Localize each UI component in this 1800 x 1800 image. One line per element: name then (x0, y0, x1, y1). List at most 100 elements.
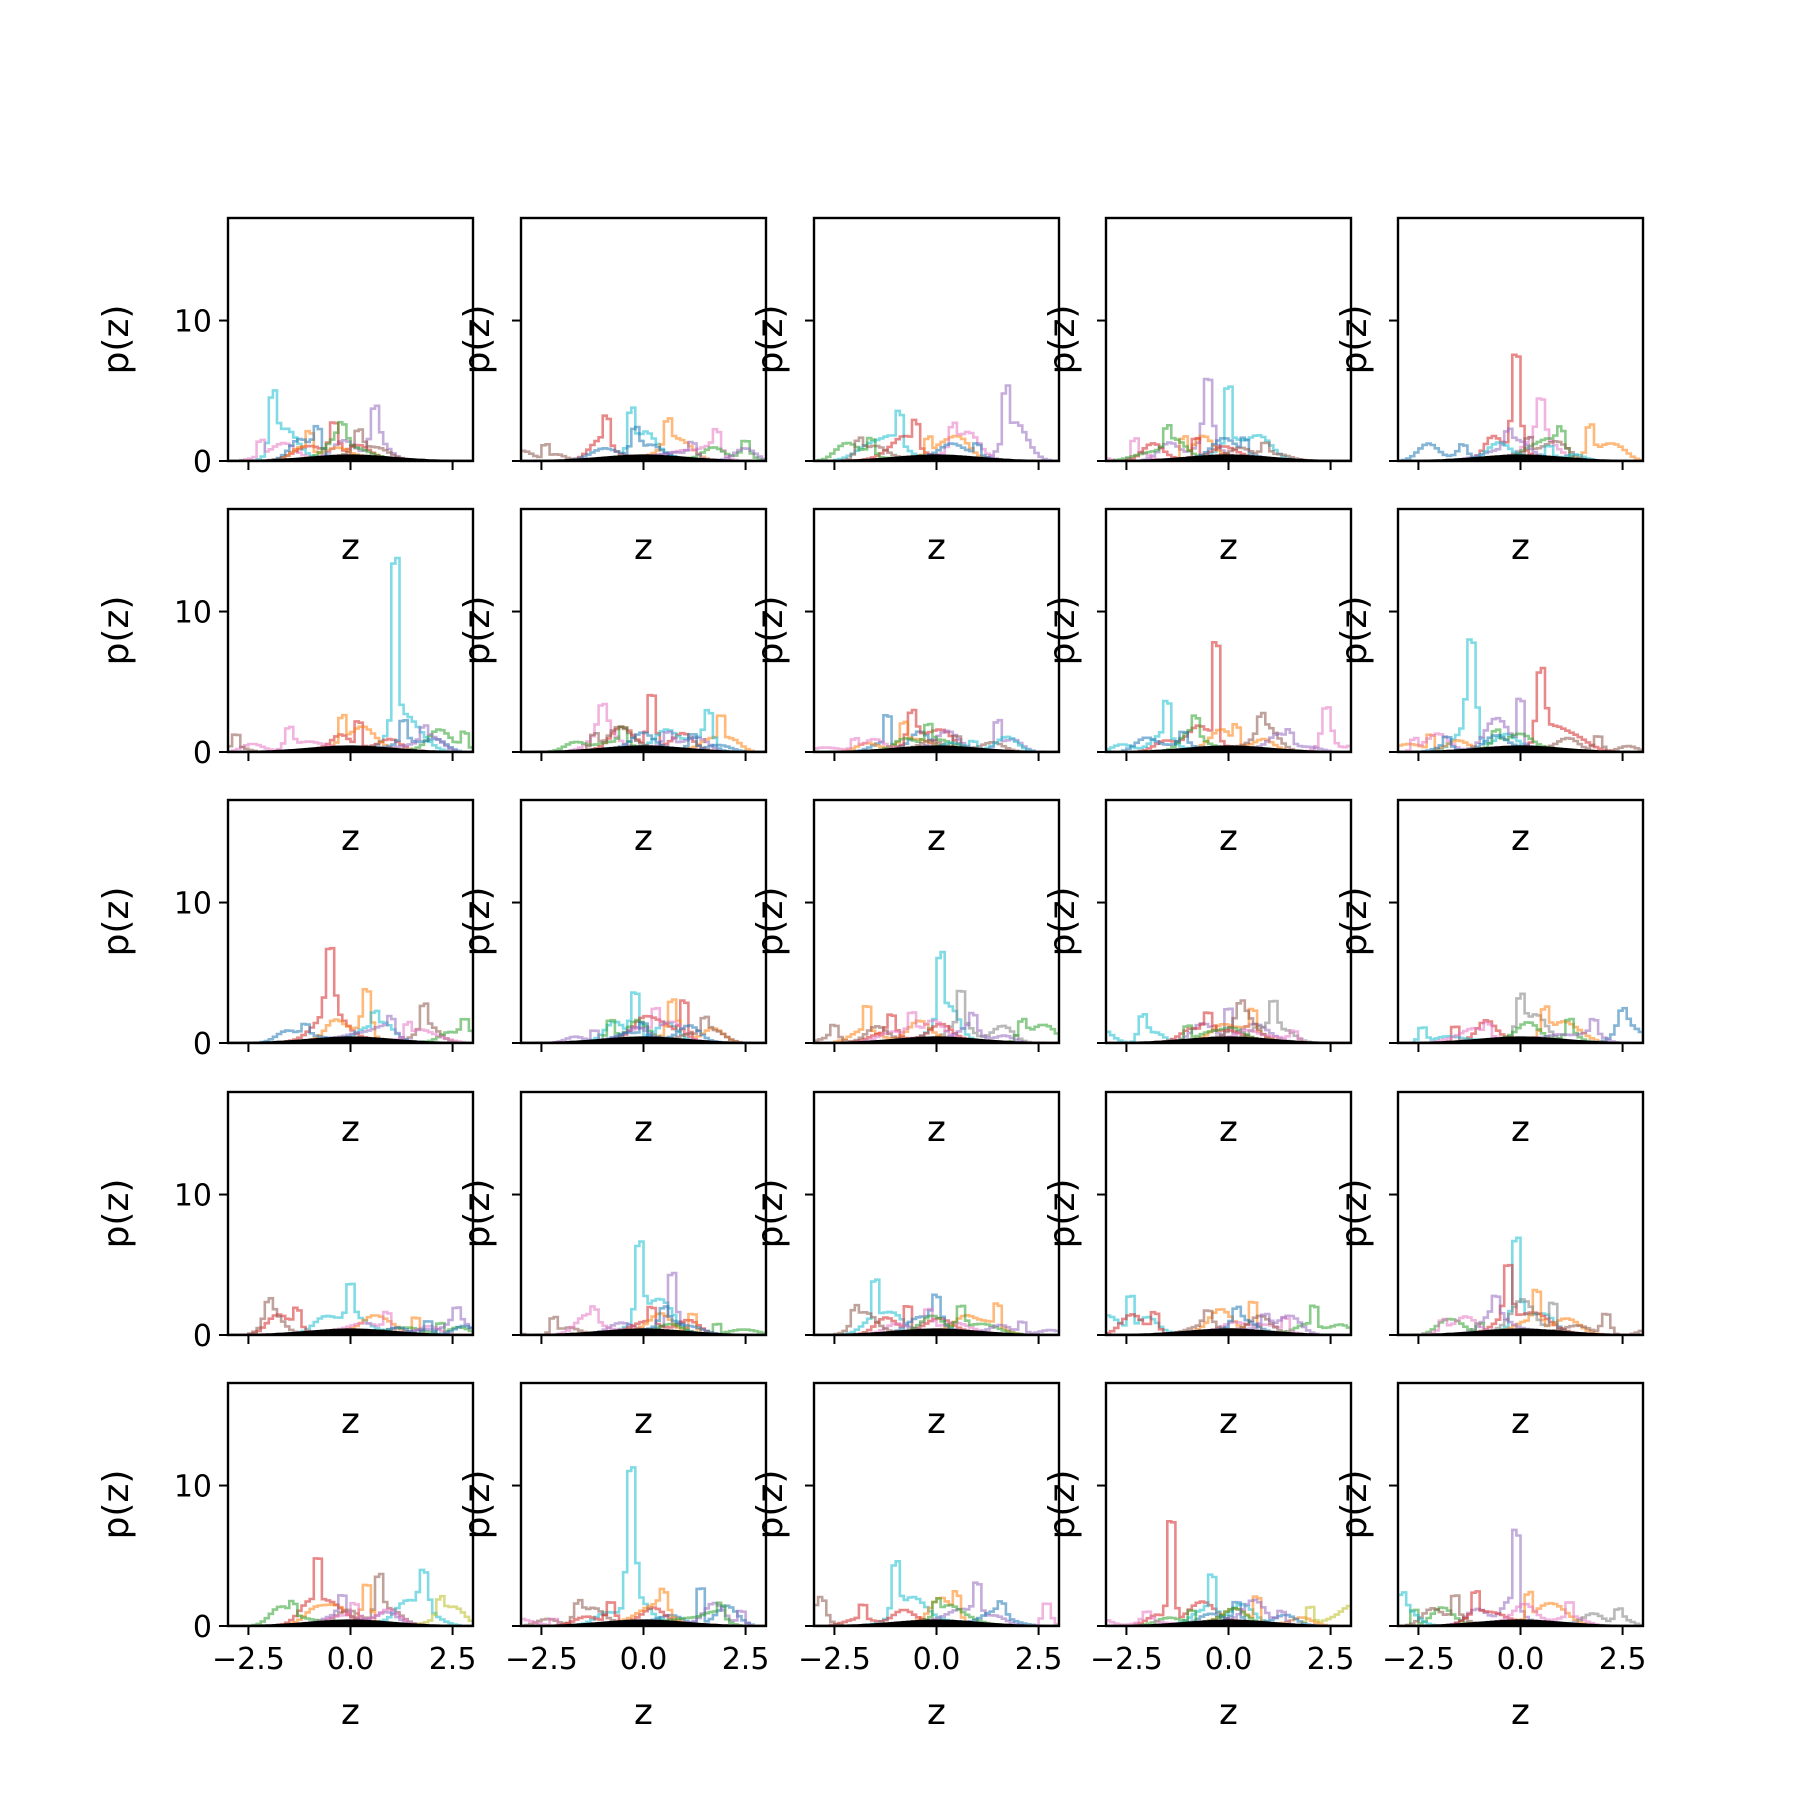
subplot-3-5: z p(z) (1334, 798, 1645, 1150)
x-tick-label: 0.0 (327, 1642, 375, 1677)
x-axis-label: z (1511, 1692, 1530, 1733)
subplot-4-3: z p(z) (750, 1090, 1061, 1442)
y-axis-label: p(z) (1334, 596, 1375, 666)
y-axis-label: p(z) (457, 596, 498, 666)
x-axis-label: z (1219, 1109, 1238, 1150)
subplot-5-4: −2.5 0.0 2.5 z p(z) (1042, 1381, 1355, 1733)
y-tick-label: 0 (193, 1027, 212, 1062)
x-tick-label: 2.5 (429, 1642, 477, 1677)
x-axis-label: z (341, 527, 360, 568)
x-axis-label: z (1219, 1401, 1238, 1442)
subplot-3-3: z p(z) (750, 798, 1061, 1150)
x-axis-label: z (634, 1692, 653, 1733)
y-tick-label: 0 (193, 1319, 212, 1354)
x-tick-label: −2.5 (505, 1642, 578, 1677)
subplot-3-4: z p(z) (1042, 798, 1353, 1150)
x-axis-label: z (1511, 1401, 1530, 1442)
y-axis-label: p(z) (750, 887, 791, 957)
x-axis-label: z (1219, 818, 1238, 859)
y-axis-label: p(z) (750, 596, 791, 666)
y-tick-label: 10 (174, 1470, 212, 1505)
x-tick-label: −2.5 (212, 1642, 285, 1677)
y-axis-label: p(z) (1334, 305, 1375, 375)
y-axis-label: p(z) (1042, 596, 1083, 666)
x-axis-label: z (1219, 1692, 1238, 1733)
x-tick-label: 0.0 (913, 1642, 961, 1677)
subplot-4-4: z p(z) (1042, 1090, 1353, 1442)
x-tick-label: −2.5 (1382, 1642, 1455, 1677)
x-axis-label: z (341, 818, 360, 859)
subplot-2-1: z 0 10 p(z) (96, 507, 475, 859)
x-tick-label: 0.0 (620, 1642, 668, 1677)
y-axis-label: p(z) (96, 1179, 137, 1249)
y-tick-label: 0 (193, 445, 212, 480)
subplot-3-2: z p(z) (457, 798, 768, 1150)
x-axis-label: z (634, 1109, 653, 1150)
x-axis-label: z (1511, 527, 1530, 568)
subplot-5-5: −2.5 0.0 2.5 z p(z) (1334, 1381, 1647, 1733)
x-axis-label: z (927, 818, 946, 859)
y-axis-label: p(z) (457, 887, 498, 957)
x-tick-label: 2.5 (722, 1642, 770, 1677)
y-axis-label: p(z) (457, 1470, 498, 1540)
y-axis-label: p(z) (1334, 1470, 1375, 1540)
x-axis-label: z (634, 1401, 653, 1442)
x-axis-label: z (341, 1692, 360, 1733)
x-axis-label: z (1219, 527, 1238, 568)
y-axis-label: p(z) (1042, 305, 1083, 375)
y-axis-label: p(z) (1042, 887, 1083, 957)
x-axis-label: z (927, 1692, 946, 1733)
x-axis-label: z (634, 818, 653, 859)
x-axis-label: z (1511, 1109, 1530, 1150)
subplot-2-5: z p(z) (1334, 507, 1645, 859)
x-axis-label: z (341, 1109, 360, 1150)
y-axis-label: p(z) (96, 305, 137, 375)
x-tick-label: 2.5 (1307, 1642, 1355, 1677)
y-axis-label: p(z) (96, 1470, 137, 1540)
subplot-3-1: z 0 10 p(z) (96, 798, 475, 1150)
y-axis-label: p(z) (96, 596, 137, 666)
subplot-4-5: z p(z) (1334, 1090, 1645, 1442)
x-axis-label: z (634, 527, 653, 568)
x-tick-label: 2.5 (1015, 1642, 1063, 1677)
y-axis-label: p(z) (1042, 1179, 1083, 1249)
y-axis-label: p(z) (1042, 1470, 1083, 1540)
subplot-1-5: z p(z) (1334, 216, 1645, 568)
panels-group: z 0 10 p(z) z p(z) z p(z) z p(z) z p(z) z 0 10 p(z) z p(z… (96, 216, 1647, 1733)
y-axis-label: p(z) (750, 305, 791, 375)
y-tick-label: 10 (174, 596, 212, 631)
y-axis-label: p(z) (457, 305, 498, 375)
subplot-1-4: z p(z) (1042, 216, 1353, 568)
y-tick-label: 10 (174, 887, 212, 922)
x-axis-label: z (927, 1109, 946, 1150)
y-tick-label: 0 (193, 736, 212, 771)
y-axis-label: p(z) (457, 1179, 498, 1249)
y-tick-label: 10 (174, 1179, 212, 1214)
y-tick-label: 0 (193, 1610, 212, 1645)
subplot-1-2: z p(z) (457, 216, 768, 568)
subplot-1-1: z 0 10 p(z) (96, 216, 475, 568)
x-axis-label: z (927, 1401, 946, 1442)
y-axis-label: p(z) (750, 1179, 791, 1249)
y-tick-label: 10 (174, 305, 212, 340)
x-tick-label: −2.5 (1090, 1642, 1163, 1677)
x-axis-label: z (1511, 818, 1530, 859)
x-tick-label: 0.0 (1497, 1642, 1545, 1677)
x-tick-label: 0.0 (1205, 1642, 1253, 1677)
subplot-5-3: −2.5 0.0 2.5 z p(z) (750, 1381, 1063, 1733)
x-axis-label: z (341, 1401, 360, 1442)
subplot-2-2: z p(z) (457, 507, 768, 859)
y-axis-label: p(z) (96, 887, 137, 957)
subplot-1-3: z p(z) (750, 216, 1061, 568)
x-tick-label: −2.5 (798, 1642, 871, 1677)
y-axis-label: p(z) (750, 1470, 791, 1540)
subplot-5-1: −2.5 0.0 2.5 z 0 10 p(z) (96, 1381, 477, 1733)
y-axis-label: p(z) (1334, 1179, 1375, 1249)
subplot-4-2: z p(z) (457, 1090, 768, 1442)
y-axis-label: p(z) (1334, 887, 1375, 957)
x-axis-label: z (927, 527, 946, 568)
x-tick-label: 2.5 (1599, 1642, 1647, 1677)
subplot-4-1: z 0 10 p(z) (96, 1090, 475, 1442)
